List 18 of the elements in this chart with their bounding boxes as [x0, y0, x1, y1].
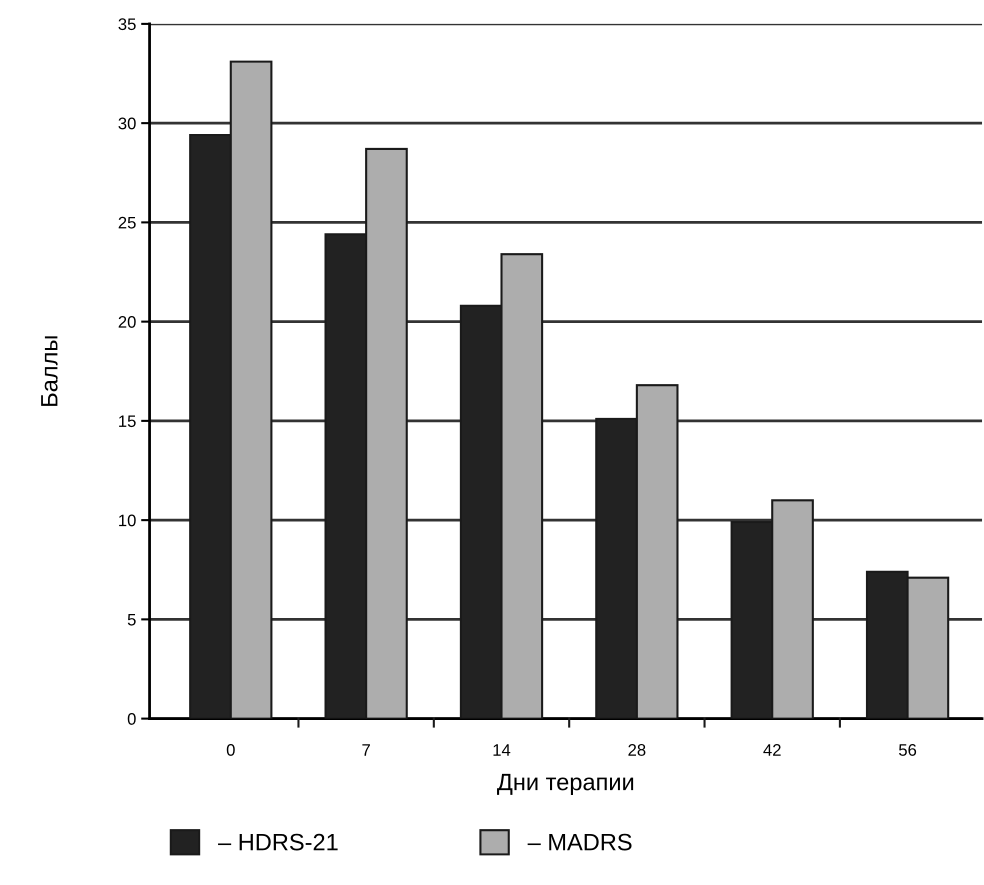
y-tick-label: 10	[119, 514, 136, 526]
x-tick-label: 0	[226, 744, 235, 756]
x-axis-title: Дни терапии	[497, 774, 634, 796]
x-tick-label: 14	[494, 744, 510, 756]
x-tick-label: 28	[628, 744, 646, 756]
x-tick-label: 42	[763, 744, 781, 756]
x-tick-label: 56	[898, 744, 916, 756]
y-tick-label: 30	[118, 118, 136, 130]
y-tick-label: 20	[118, 316, 136, 328]
legend-label: – MADRS	[528, 834, 632, 850]
y-tick-label: 0	[128, 713, 136, 725]
x-tick-label: 7	[362, 744, 370, 756]
y-axis-title: Баллы	[41, 336, 58, 406]
y-tick-label: 35	[118, 18, 136, 30]
legend-label: – HDRS-21	[218, 834, 338, 850]
y-tick-label: 5	[128, 614, 136, 626]
y-tick-label: 25	[118, 216, 136, 229]
y-tick-label: 15	[119, 415, 136, 428]
